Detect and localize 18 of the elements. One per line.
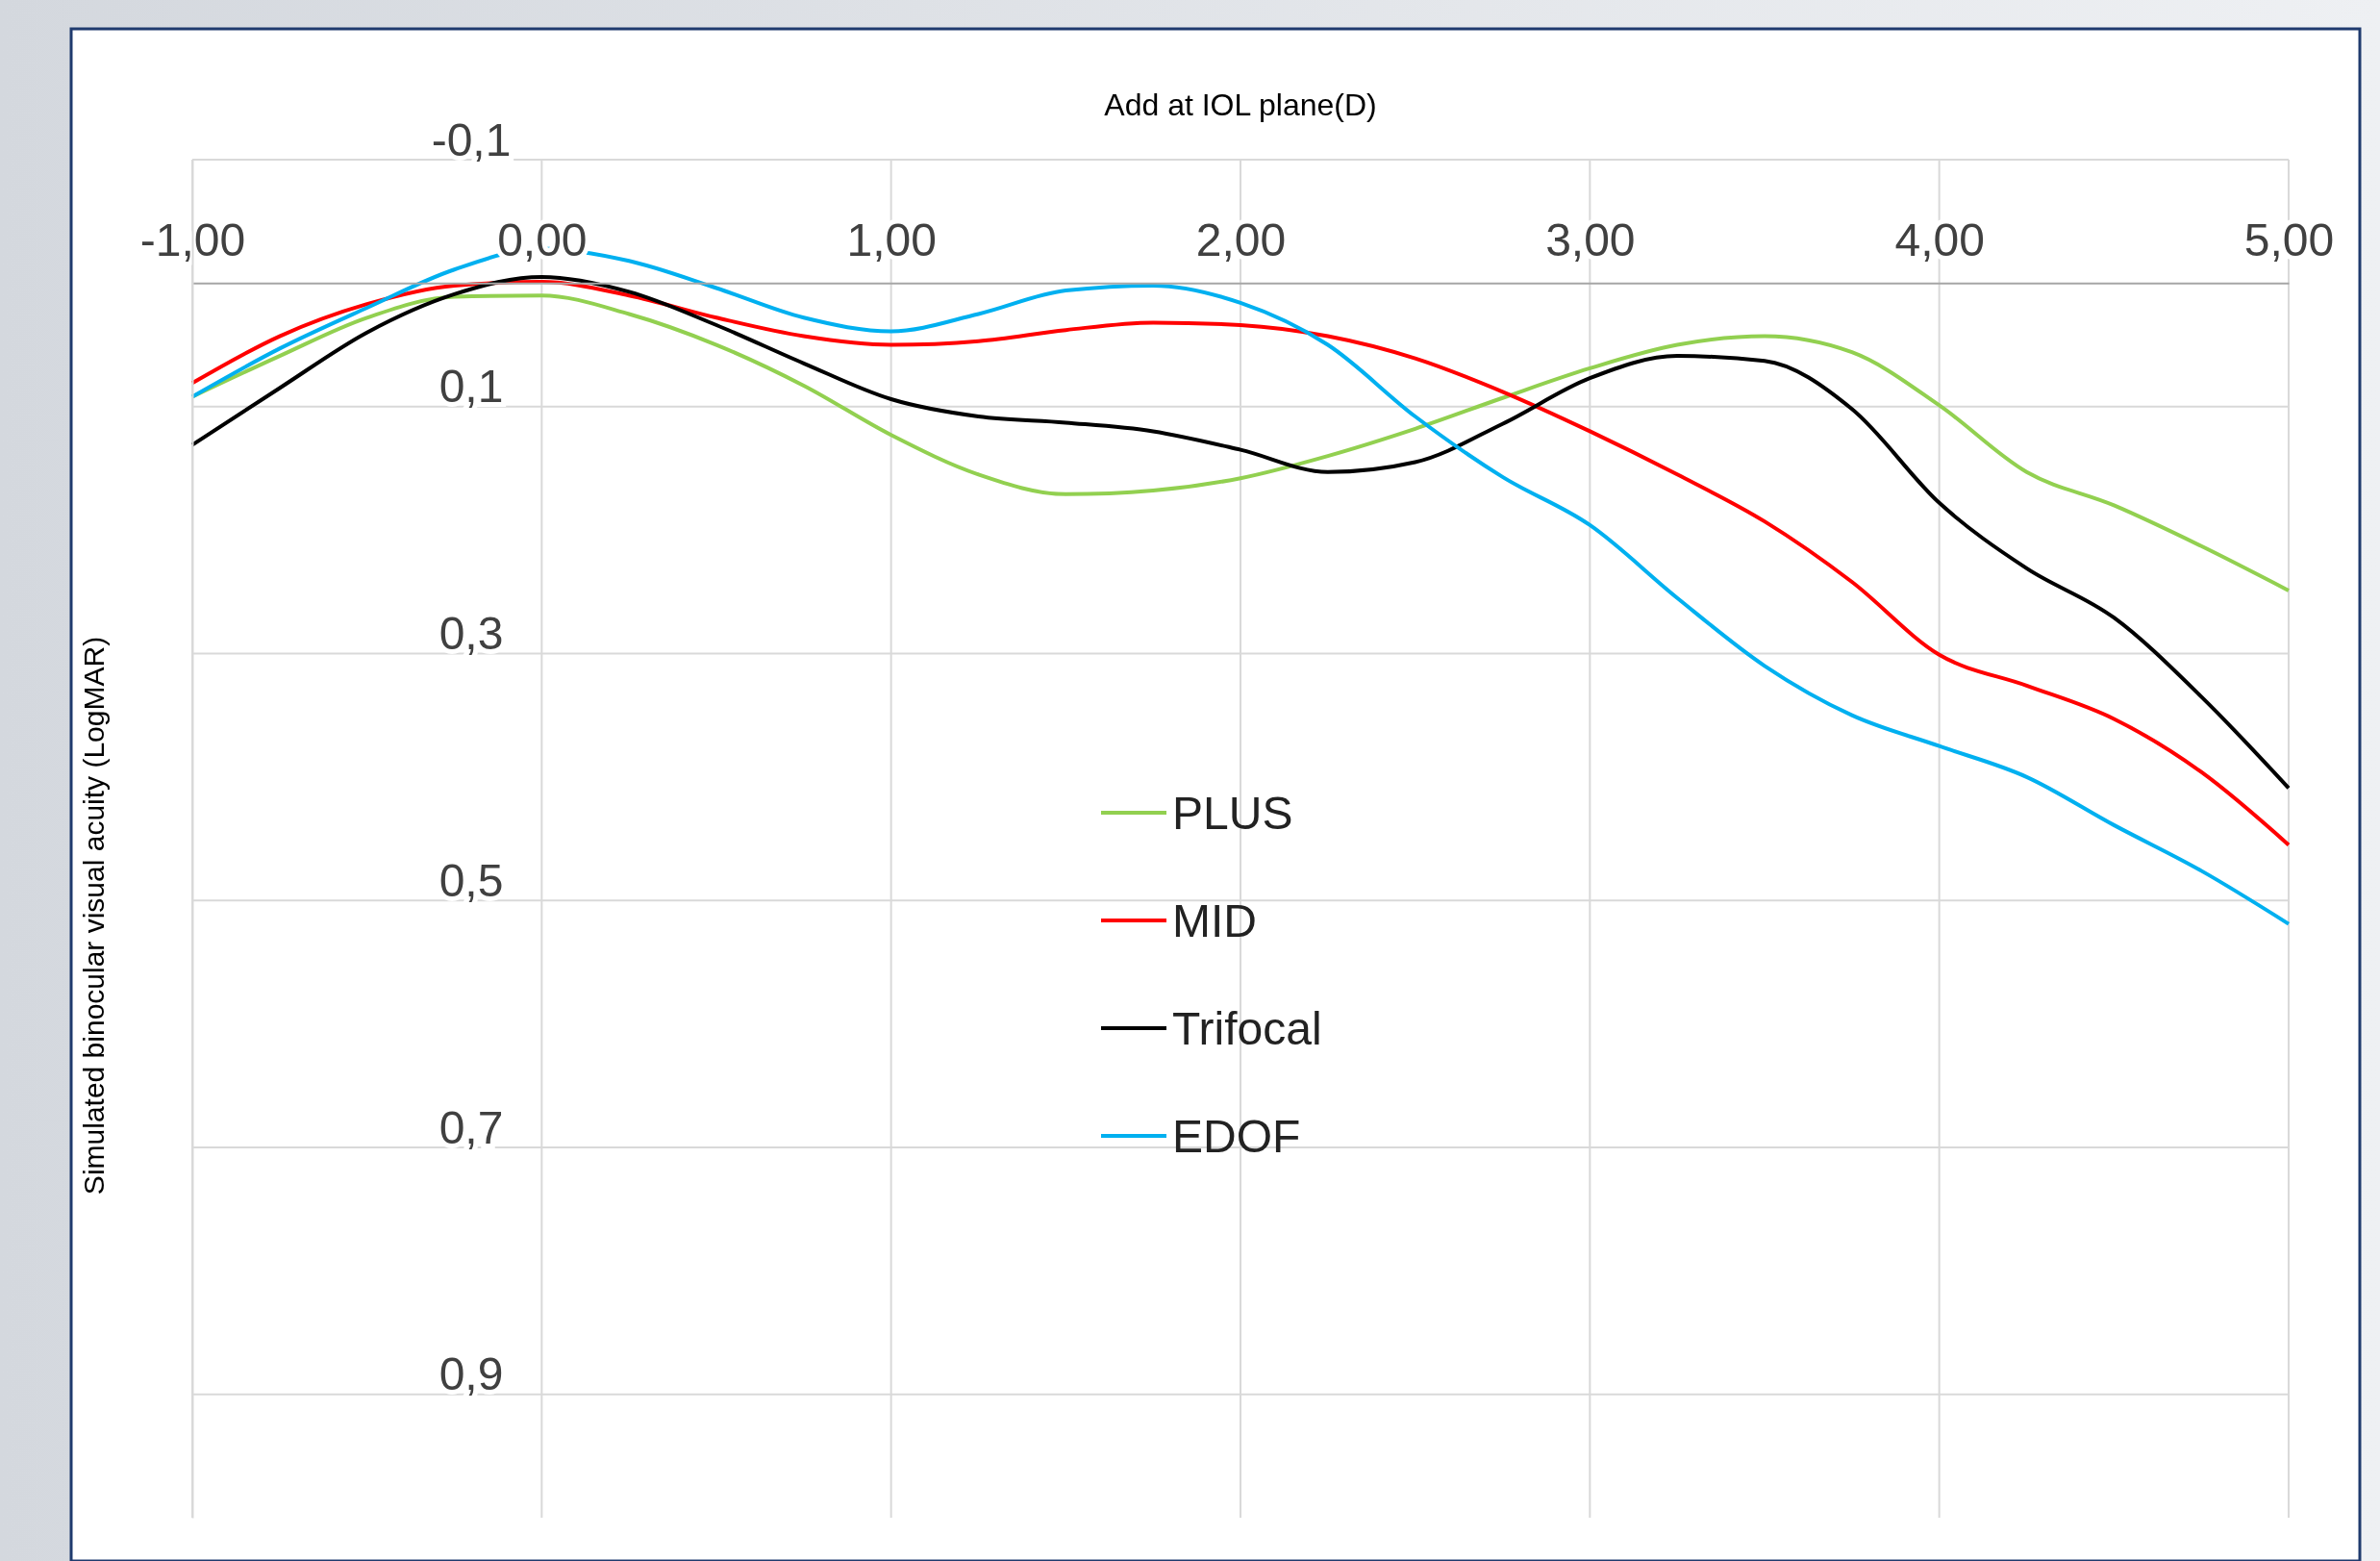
- x-tick-label: 5,00: [2243, 214, 2335, 266]
- legend-label: MID: [1172, 895, 1257, 947]
- y-tick-label: 0,1: [438, 361, 504, 413]
- legend-label: PLUS: [1172, 788, 1293, 840]
- x-tick-label: 4,00: [1894, 214, 1985, 266]
- y-tick-label: 0,5: [438, 854, 504, 906]
- x-tick-label: -1,00: [139, 214, 246, 266]
- x-axis-title: Add at IOL plane(D): [1104, 88, 1377, 122]
- y-tick-label: 0,7: [438, 1101, 504, 1153]
- legend-label: Trifocal: [1172, 1003, 1322, 1055]
- x-tick-label: 3,00: [1545, 214, 1636, 266]
- y-tick-label: 0,3: [438, 608, 504, 660]
- y-tick-label: -0,1: [431, 113, 512, 165]
- y-axis-title: Simulated binocular visual acuity (LogMAR): [78, 636, 110, 1196]
- x-tick-label: 2,00: [1195, 214, 1287, 266]
- x-tick-label: 1,00: [846, 214, 937, 266]
- legend-label: EDOF: [1172, 1111, 1301, 1163]
- y-tick-label: 0,9: [438, 1348, 504, 1400]
